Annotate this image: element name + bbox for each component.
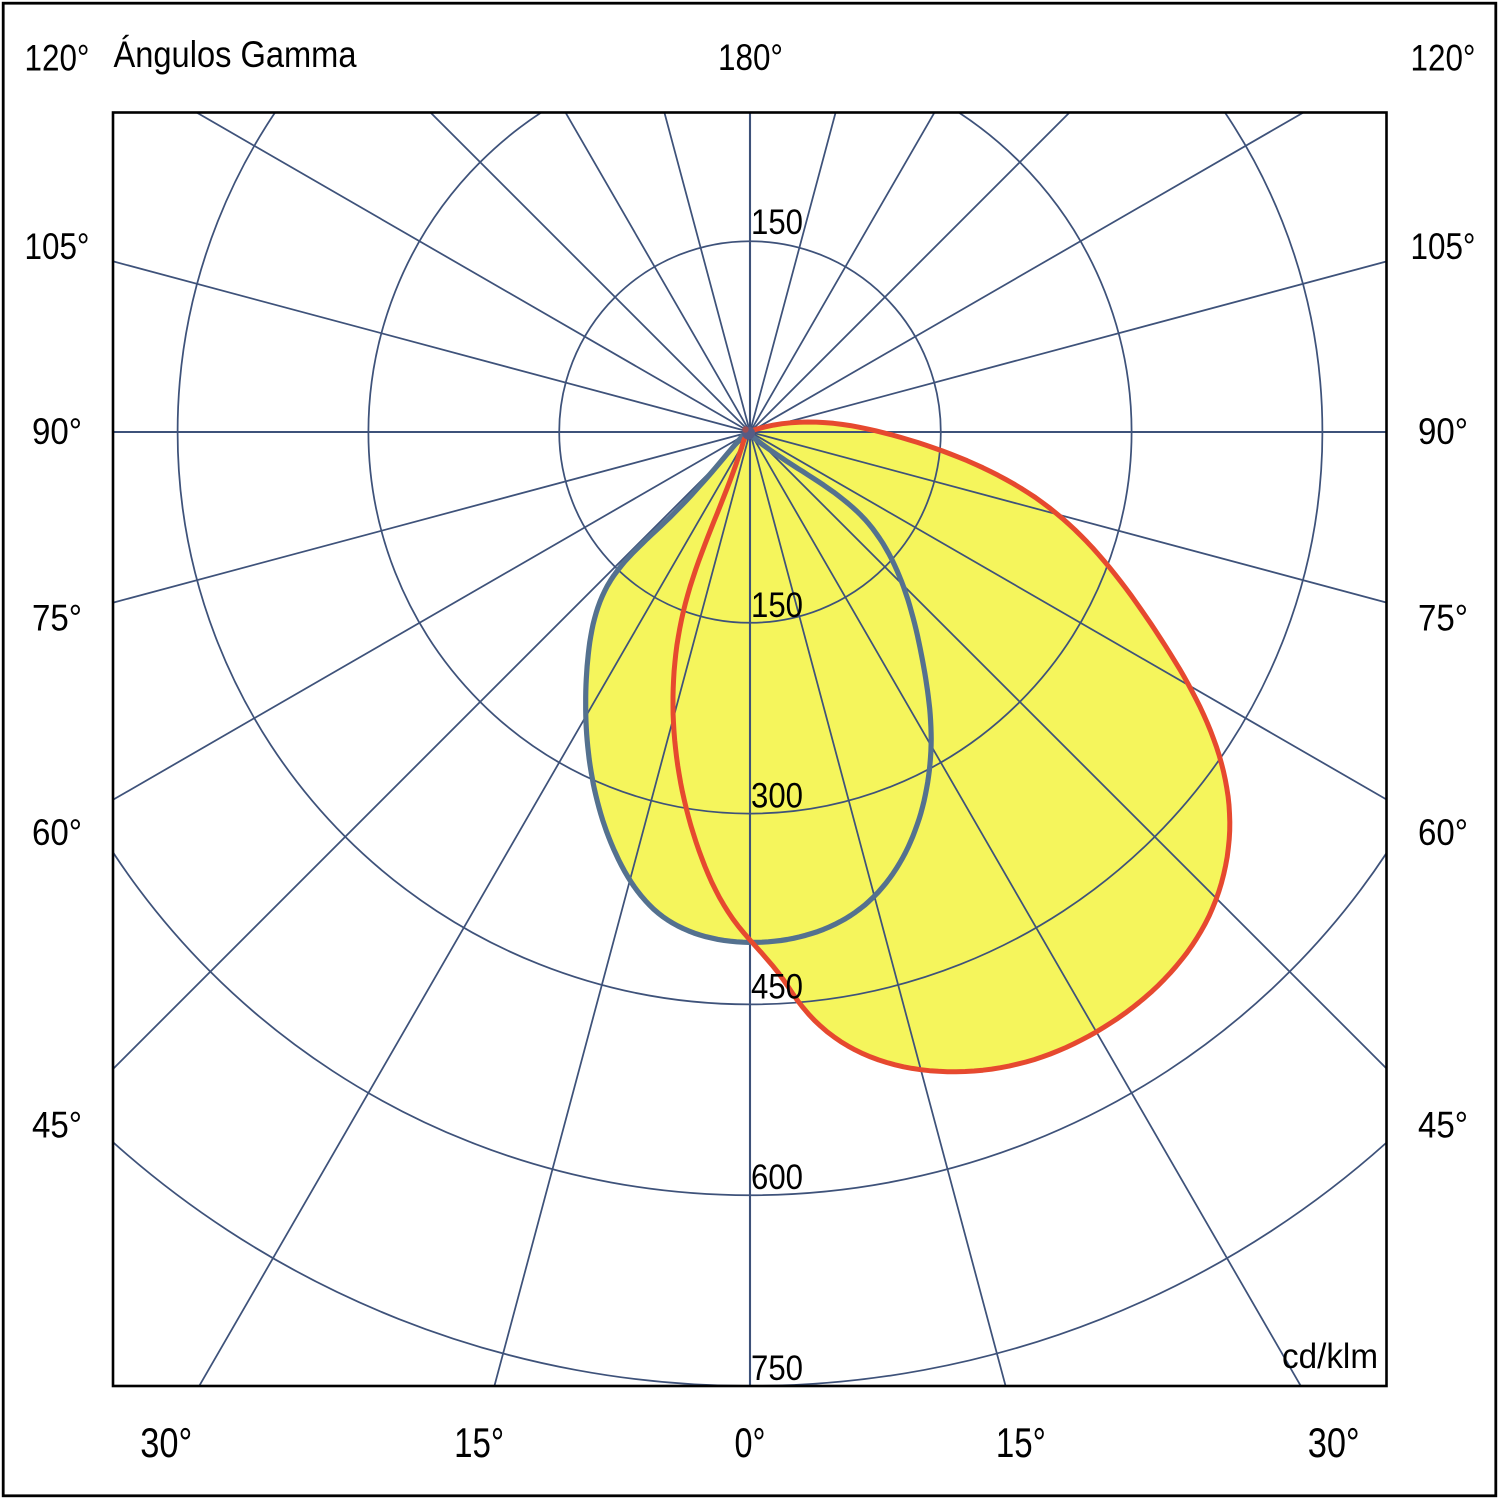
svg-text:75°: 75° xyxy=(1418,598,1468,639)
svg-text:105°: 105° xyxy=(25,226,90,267)
svg-text:90°: 90° xyxy=(1418,411,1468,452)
svg-text:0°: 0° xyxy=(735,1419,766,1466)
svg-text:120°: 120° xyxy=(25,38,90,79)
svg-text:cd/klm: cd/klm xyxy=(1282,1337,1378,1376)
svg-text:15°: 15° xyxy=(996,1419,1046,1466)
svg-text:300: 300 xyxy=(751,777,803,816)
svg-text:Ángulos Gamma: Ángulos Gamma xyxy=(114,34,357,75)
svg-text:450: 450 xyxy=(751,967,803,1006)
svg-text:150: 150 xyxy=(751,586,803,625)
svg-text:60°: 60° xyxy=(1418,812,1468,853)
svg-text:75°: 75° xyxy=(32,598,82,639)
svg-text:180°: 180° xyxy=(718,37,783,78)
svg-text:750: 750 xyxy=(751,1349,803,1388)
svg-text:45°: 45° xyxy=(1418,1105,1468,1146)
svg-text:30°: 30° xyxy=(1308,1419,1360,1466)
svg-text:105°: 105° xyxy=(1411,226,1476,267)
svg-text:45°: 45° xyxy=(32,1105,82,1146)
svg-text:120°: 120° xyxy=(1411,38,1476,79)
svg-text:90°: 90° xyxy=(32,411,82,452)
svg-text:600: 600 xyxy=(751,1158,803,1197)
svg-text:15°: 15° xyxy=(454,1419,504,1466)
svg-text:60°: 60° xyxy=(32,812,82,853)
svg-text:30°: 30° xyxy=(140,1419,192,1466)
svg-text:150: 150 xyxy=(751,203,803,242)
